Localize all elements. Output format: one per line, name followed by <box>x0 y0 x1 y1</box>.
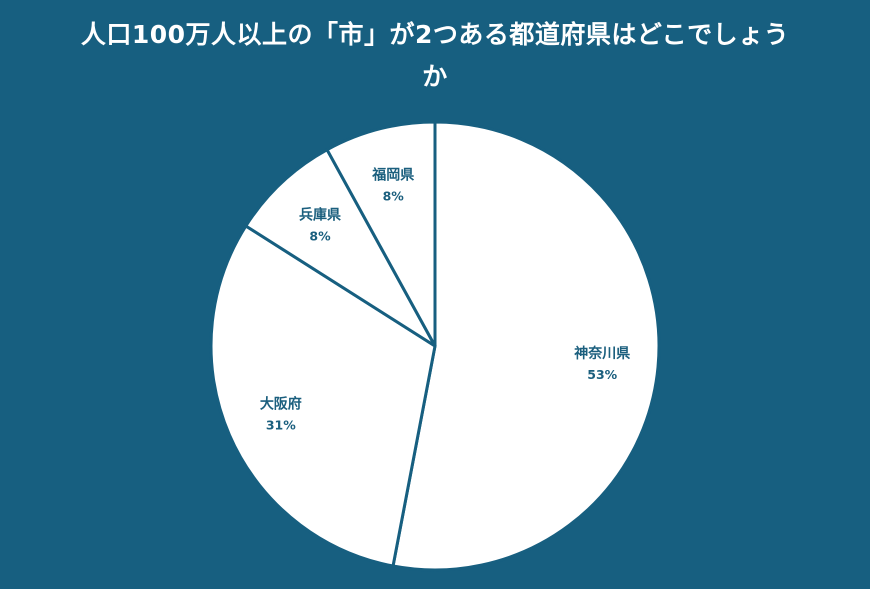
slice-label-1: 神奈川県 53% <box>574 345 630 382</box>
slice-category-label: 福岡県 <box>371 166 414 183</box>
slice-label-3: 兵庫県 8% <box>299 207 341 244</box>
slice-label-2: 大阪府 31% <box>260 396 302 433</box>
slice-value-label: 31% <box>266 418 296 433</box>
chart-title: 人口100万人以上の「市」が2つある都道府県はどこでしょうか <box>80 20 790 91</box>
pie-slice-4 <box>325 120 437 347</box>
slice-value-label: 8% <box>309 229 331 244</box>
slice-value-label: 8% <box>383 188 405 203</box>
slice-category-label: 兵庫県 <box>299 207 341 224</box>
slice-category-label: 大阪府 <box>260 396 302 413</box>
slice-label-4: 福岡県 8% <box>371 166 414 203</box>
pie-slice-3 <box>243 147 437 348</box>
slice-value-label: 53% <box>587 367 617 382</box>
slice-category-label: 神奈川県 <box>574 345 630 362</box>
pie-slice-1 <box>391 120 661 572</box>
